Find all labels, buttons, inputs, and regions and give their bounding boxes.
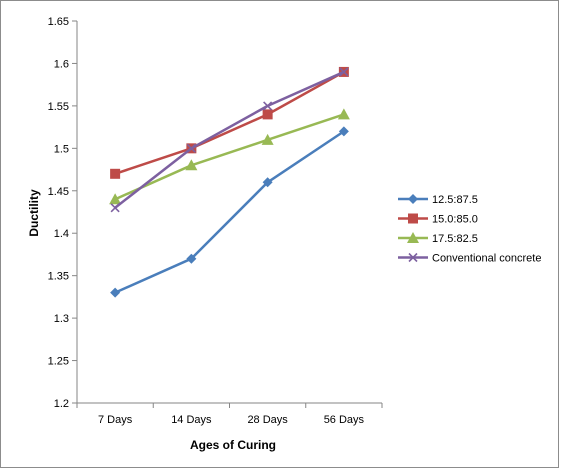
data-point (110, 168, 121, 179)
x-axis-title: Ages of Curing (190, 438, 276, 452)
data-point (338, 126, 349, 137)
x-tick-label: 56 Days (324, 414, 365, 426)
series-layer (109, 66, 350, 298)
legend-swatch-marker (407, 232, 419, 243)
data-point (263, 101, 273, 111)
data-point (186, 253, 197, 264)
legend-label: 12.5:87.5 (432, 194, 478, 206)
series-4 (110, 67, 349, 213)
data-point (261, 133, 274, 145)
y-axis-title: Ductility (27, 189, 41, 237)
legend-swatch-marker (408, 252, 418, 263)
y-tick-label: 1.35 (48, 271, 69, 283)
data-point (185, 159, 198, 171)
data-point (110, 203, 120, 213)
data-point (262, 109, 273, 120)
series-line (114, 70, 345, 175)
y-tick-label: 1.55 (48, 101, 69, 113)
legend-label: Conventional concrete (432, 253, 541, 265)
y-tick-label: 1.25 (48, 356, 69, 368)
y-tick-label: 1.45 (48, 186, 69, 198)
data-point (337, 108, 350, 120)
y-axis-ticks: 1.2 1.25 1.3 1.35 1.4 1.45 1.5 1.55 1.6 1.65 (48, 16, 77, 410)
data-point (186, 143, 196, 153)
y-tick-label: 1.5 (54, 143, 69, 155)
x-tick-label: 14 Days (171, 414, 212, 426)
data-point (110, 287, 121, 298)
legend-item: 17.5:82.5 (398, 232, 478, 245)
legend-swatch-marker (408, 194, 418, 204)
y-tick-label: 1.65 (48, 16, 69, 28)
series-2 (110, 66, 349, 179)
legend-label: 17.5:82.5 (432, 233, 478, 245)
y-tick-label: 1.4 (54, 228, 69, 240)
data-point (262, 177, 273, 188)
data-point (339, 67, 349, 77)
data-point (109, 193, 122, 205)
x-axis-ticks: 7 Days 14 Days 28 Days 56 Days (76, 403, 383, 426)
series-line (114, 130, 345, 294)
legend-swatch-marker (408, 213, 418, 224)
series-line (114, 113, 345, 201)
y-tick-label: 1.2 (54, 398, 69, 410)
legend-item: 15.0:85.0 (398, 213, 478, 226)
series-1 (110, 126, 349, 298)
series-3 (109, 108, 350, 205)
legend-item: 12.5:87.5 (398, 194, 478, 206)
y-tick-label: 1.3 (54, 313, 69, 325)
y-tick-label: 1.6 (54, 58, 69, 70)
x-tick-label: 7 Days (98, 414, 133, 426)
series-line (114, 70, 345, 209)
legend-item: Conventional concrete (398, 253, 541, 265)
x-tick-label: 28 Days (247, 414, 288, 426)
legend-label: 15.0:85.0 (432, 214, 478, 226)
legend: 12.5:87.5 15.0:85.0 17.5:82.5 Conventional … (398, 194, 541, 265)
